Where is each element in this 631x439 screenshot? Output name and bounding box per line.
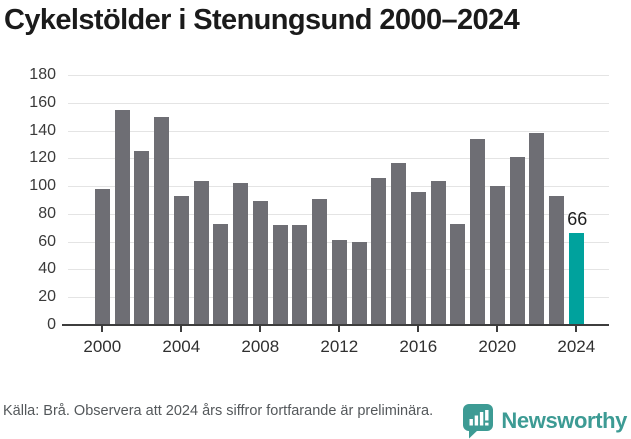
bar-2012 <box>331 240 347 325</box>
bar-2011 <box>312 198 328 325</box>
x-tick-label-2008: 2008 <box>241 337 280 356</box>
bar-2023 <box>549 195 565 325</box>
bar-2010 <box>292 225 308 325</box>
x-axis-line <box>62 324 609 326</box>
y-tick-label: 180 <box>29 66 56 83</box>
source-note: Källa: Brå. Observera att 2024 års siffr… <box>3 403 434 419</box>
bar-2006 <box>213 223 229 325</box>
x-tick-label-2024: 2024 <box>557 337 596 356</box>
y-tick-label: 160 <box>29 93 56 111</box>
bar-2018 <box>450 223 466 325</box>
gridline-80 <box>68 213 609 215</box>
gridline-100 <box>68 186 609 188</box>
bar-2001 <box>114 109 130 325</box>
x-tick-2004 <box>180 326 183 332</box>
chart-title: Cykelstölder i Stenungsund 2000–2024 <box>4 4 520 36</box>
x-tick-2020 <box>496 326 499 332</box>
bar-2020 <box>489 186 505 325</box>
bar-2015 <box>391 162 407 325</box>
newsworthy-bubble-chart-icon <box>462 402 494 439</box>
y-tick-label: 140 <box>29 121 56 139</box>
bar-2009 <box>272 225 288 325</box>
bar-2013 <box>351 241 367 325</box>
bar-2008 <box>252 201 268 325</box>
bar-2021 <box>509 156 525 325</box>
y-tick-label: 40 <box>38 260 56 278</box>
bar-2017 <box>430 180 446 325</box>
bar-2005 <box>193 180 209 325</box>
x-tick-2016 <box>417 326 420 332</box>
gridline-120 <box>68 158 609 160</box>
x-tick-label-2012: 2012 <box>320 337 359 356</box>
y-tick-label: 80 <box>38 204 56 222</box>
y-tick-label: 60 <box>38 232 56 250</box>
x-tick-label-2000: 2000 <box>83 337 122 356</box>
bar-2019 <box>470 138 486 325</box>
bar-2002 <box>134 151 150 325</box>
gridline-160 <box>68 102 609 104</box>
y-tick-label: 0 <box>47 316 56 333</box>
bar-2022 <box>529 133 545 325</box>
newsworthy-logo: Newsworthy <box>462 402 627 439</box>
gridline-140 <box>68 130 609 132</box>
y-tick-label: 120 <box>29 149 56 167</box>
x-tick-label-2016: 2016 <box>399 337 438 356</box>
bar-2004 <box>173 195 189 325</box>
bar-2000 <box>94 188 110 325</box>
plot-area <box>68 75 609 325</box>
x-tick-label-2004: 2004 <box>162 337 201 356</box>
x-tick-2008 <box>259 326 262 332</box>
x-tick-2024 <box>575 326 578 332</box>
bar-value-label: 66 <box>567 209 588 230</box>
x-tick-2000 <box>101 326 104 332</box>
y-tick-label: 20 <box>38 288 56 306</box>
bar-2003 <box>154 116 170 325</box>
gridline-180 <box>68 75 609 76</box>
x-tick-label-2020: 2020 <box>478 337 517 356</box>
bar-2024 <box>568 233 584 325</box>
newsworthy-wordmark: Newsworthy <box>501 407 627 433</box>
bar-2007 <box>233 183 249 325</box>
bar-2016 <box>410 191 426 325</box>
y-tick-label: 100 <box>29 177 56 195</box>
x-tick-2012 <box>338 326 341 332</box>
bar-2014 <box>371 177 387 325</box>
